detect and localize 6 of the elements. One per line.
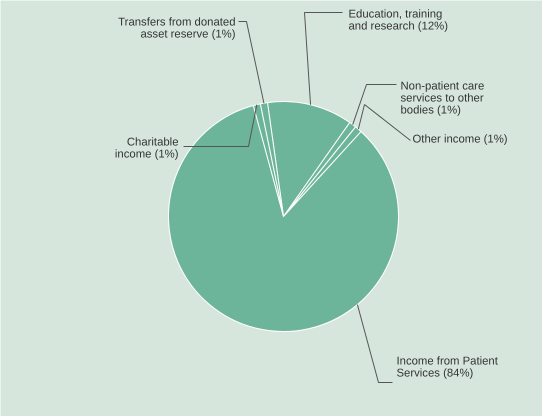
slice-label: Non-patient care services to other bodies (1%) <box>400 80 484 116</box>
slice-label: Education, training and research (12%) <box>348 8 448 32</box>
slice-label: Income from Patient Services (84%) <box>396 356 499 380</box>
slice-label: Other income (1%) <box>412 134 508 146</box>
slice-label: Charitable income (1%) <box>114 136 179 160</box>
slice-label: Transfers from donated asset reserve (1%) <box>118 16 236 40</box>
